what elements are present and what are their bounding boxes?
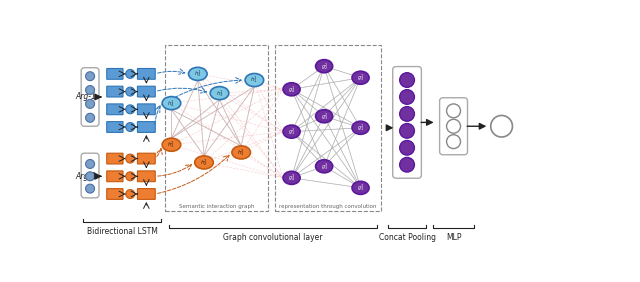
Circle shape [400, 140, 415, 155]
FancyBboxPatch shape [138, 104, 156, 115]
Text: Arg-2: Arg-2 [75, 172, 96, 181]
Circle shape [125, 69, 134, 78]
Circle shape [125, 154, 134, 163]
Circle shape [491, 115, 513, 137]
Text: Semantic interaction graph: Semantic interaction graph [179, 204, 254, 209]
Circle shape [400, 124, 415, 138]
Text: $g_3^2$: $g_3^2$ [321, 111, 328, 122]
Text: $g_4^1$: $g_4^1$ [288, 84, 295, 95]
Ellipse shape [232, 146, 250, 159]
Ellipse shape [283, 83, 300, 96]
FancyBboxPatch shape [107, 189, 123, 199]
FancyBboxPatch shape [138, 122, 156, 133]
Circle shape [125, 190, 134, 199]
Ellipse shape [352, 121, 369, 134]
Circle shape [400, 107, 415, 121]
Circle shape [86, 100, 95, 108]
Text: Bidirectional LSTM: Bidirectional LSTM [87, 227, 157, 236]
Text: $h_1^1$: $h_1^1$ [250, 75, 259, 85]
FancyBboxPatch shape [138, 153, 156, 164]
Text: representation through convolution: representation through convolution [279, 204, 377, 209]
Circle shape [86, 85, 95, 94]
Text: Graph convolutional layer: Graph convolutional layer [223, 233, 323, 242]
Circle shape [447, 135, 461, 149]
Circle shape [125, 105, 134, 114]
Text: $h_1^2$: $h_1^2$ [168, 139, 175, 150]
Ellipse shape [316, 110, 333, 123]
Circle shape [125, 87, 134, 96]
FancyBboxPatch shape [81, 153, 99, 198]
Ellipse shape [316, 60, 333, 73]
FancyBboxPatch shape [138, 171, 156, 182]
Text: $g_4^3$: $g_4^3$ [288, 172, 295, 183]
Circle shape [86, 160, 95, 168]
Text: $g_1^2$: $g_1^2$ [288, 126, 295, 137]
FancyBboxPatch shape [138, 86, 156, 97]
Ellipse shape [195, 156, 213, 169]
Text: $g_1^1$: $g_1^1$ [357, 122, 364, 133]
Ellipse shape [245, 74, 264, 87]
Circle shape [400, 157, 415, 172]
Ellipse shape [316, 160, 333, 173]
Circle shape [447, 104, 461, 118]
Ellipse shape [210, 87, 229, 100]
Ellipse shape [283, 125, 300, 138]
FancyBboxPatch shape [107, 171, 123, 182]
Circle shape [125, 123, 134, 131]
Circle shape [86, 184, 95, 193]
Circle shape [400, 73, 415, 87]
Text: MLP: MLP [446, 233, 461, 242]
Text: $h_3^1$: $h_3^1$ [216, 88, 223, 98]
Text: Concat Pooling: Concat Pooling [378, 233, 436, 242]
Ellipse shape [352, 71, 369, 84]
FancyBboxPatch shape [107, 104, 123, 115]
FancyBboxPatch shape [107, 69, 123, 79]
Text: $h_3^2$: $h_3^2$ [237, 147, 245, 158]
Text: $g_3^1$: $g_3^1$ [357, 72, 364, 83]
Circle shape [400, 90, 415, 104]
FancyBboxPatch shape [138, 69, 156, 79]
FancyBboxPatch shape [81, 68, 99, 126]
Ellipse shape [352, 181, 369, 194]
FancyBboxPatch shape [107, 86, 123, 97]
Text: $h_2^1$: $h_2^1$ [194, 69, 202, 79]
FancyBboxPatch shape [107, 153, 123, 164]
Text: $h_4^1$: $h_4^1$ [168, 98, 175, 109]
FancyBboxPatch shape [107, 122, 123, 133]
Circle shape [447, 119, 461, 133]
Circle shape [86, 172, 95, 181]
Circle shape [86, 72, 95, 81]
Ellipse shape [162, 97, 180, 110]
Text: Arg-1: Arg-1 [75, 92, 96, 102]
Text: $g_3^3$: $g_3^3$ [357, 182, 364, 193]
Ellipse shape [189, 67, 207, 80]
Text: $g_3^3$: $g_3^3$ [321, 161, 328, 172]
FancyBboxPatch shape [440, 98, 467, 155]
Text: $g_2^2$: $g_2^2$ [321, 61, 328, 72]
Circle shape [86, 113, 95, 122]
FancyBboxPatch shape [138, 189, 156, 199]
FancyBboxPatch shape [393, 67, 421, 178]
Text: $h_2^2$: $h_2^2$ [200, 157, 208, 168]
Circle shape [125, 172, 134, 181]
Ellipse shape [283, 171, 300, 184]
Ellipse shape [162, 138, 180, 151]
